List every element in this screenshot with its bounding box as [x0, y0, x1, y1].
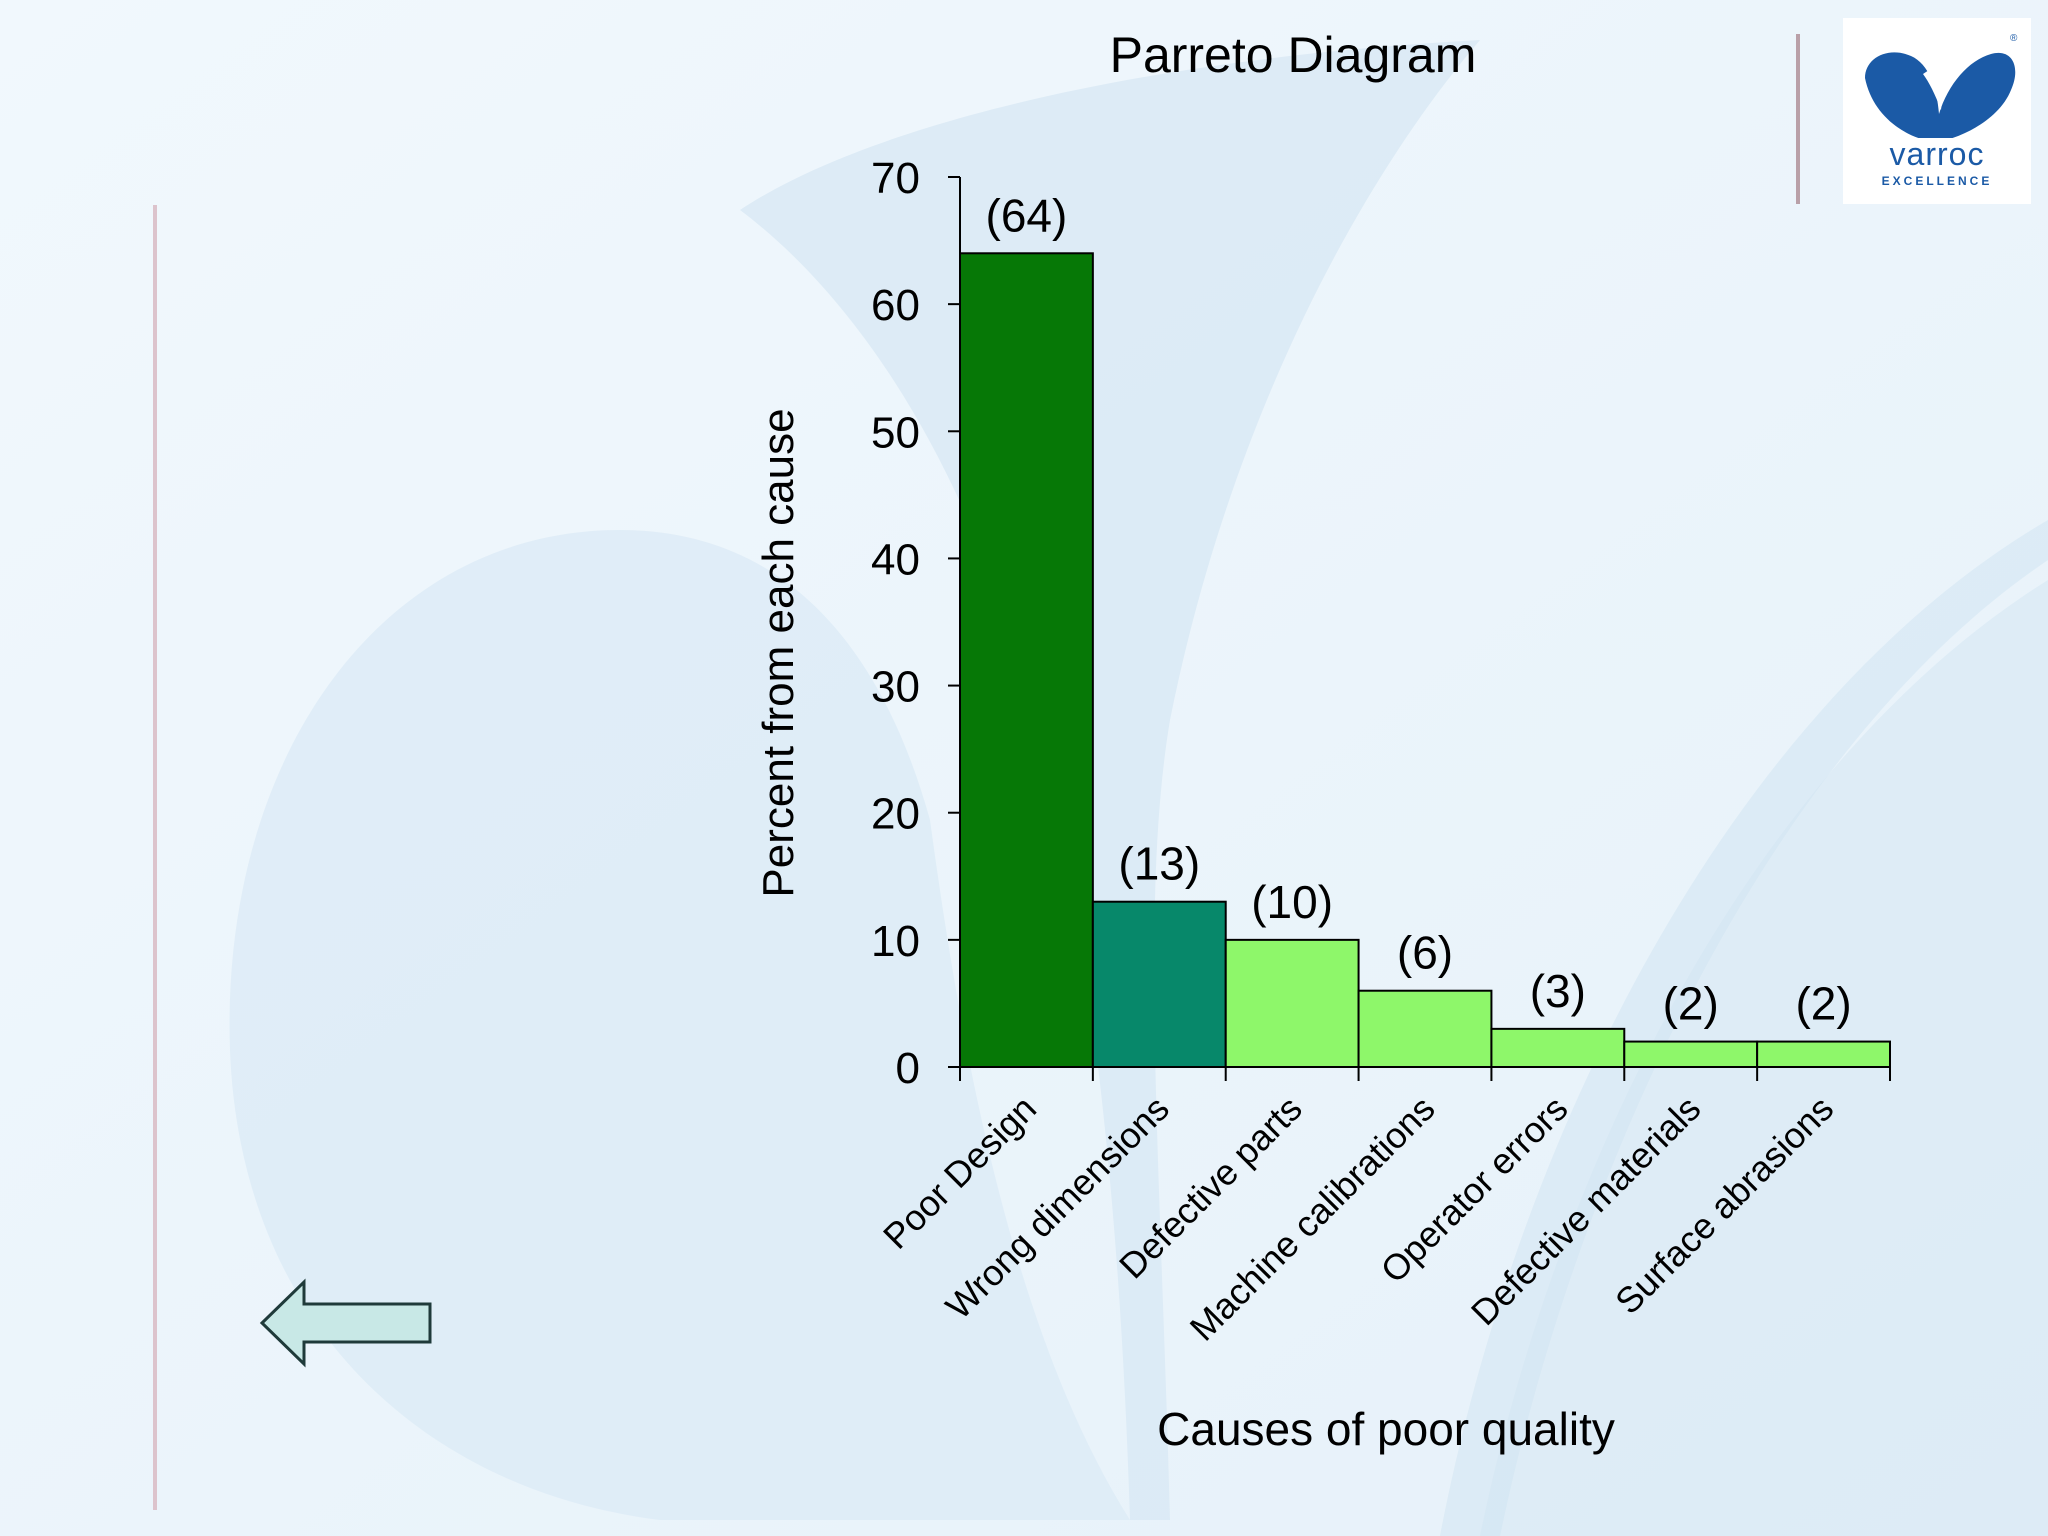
x-tick-label: Defective materials: [1463, 1088, 1708, 1333]
x-tick-label: Machine calibrations: [1182, 1088, 1443, 1349]
chart-title: Parreto Diagram: [1110, 27, 1477, 83]
x-tick-label: Surface abrasions: [1607, 1088, 1841, 1322]
y-tick-label: 0: [896, 1044, 920, 1093]
back-arrow-button[interactable]: [258, 1278, 434, 1368]
bar: [1756, 1040, 1891, 1068]
left-vertical-rule: [153, 205, 157, 1510]
y-tick-label: 70: [871, 154, 920, 203]
bar: [1091, 900, 1227, 1069]
chart-data-labels: (64) (13) (10) (6) (3) (2) (2): [986, 189, 1852, 1029]
left-arrow-icon[interactable]: [259, 1278, 432, 1368]
y-tick-label: 30: [871, 663, 920, 712]
chart-bars: [959, 252, 1891, 1069]
data-label: (2): [1795, 978, 1851, 1030]
y-tick-label: 40: [871, 535, 920, 584]
bar: [959, 252, 1094, 1069]
data-label: (3): [1530, 965, 1586, 1017]
data-label: (6): [1397, 927, 1453, 979]
data-label: (2): [1663, 978, 1719, 1030]
x-tick-label: Wrong dimensions: [938, 1088, 1177, 1327]
y-tick-label: 50: [871, 408, 920, 457]
y-tick-label: 60: [871, 281, 920, 330]
data-label: (64): [986, 189, 1068, 241]
bar: [1623, 1040, 1759, 1068]
data-label: (10): [1251, 876, 1333, 928]
y-tick-label: 10: [871, 917, 920, 966]
y-axis-label: Percent from each cause: [754, 408, 803, 897]
logo-tagline: EXCELLENCE: [1881, 174, 1993, 188]
right-vertical-rule: [1796, 34, 1800, 204]
varroc-logo: ® varroc EXCELLENCE: [1843, 18, 2031, 204]
bar: [1490, 1027, 1626, 1069]
data-label: (13): [1118, 838, 1200, 890]
registered-mark: ®: [2010, 33, 2018, 44]
logo-brand-name: varroc: [1889, 136, 1985, 172]
bar: [1357, 989, 1493, 1069]
x-axis-label: Causes of poor quality: [1157, 1403, 1615, 1455]
varroc-logo-mark: [1865, 52, 2016, 138]
y-tick-label: 20: [871, 790, 920, 839]
bar: [1224, 938, 1360, 1068]
